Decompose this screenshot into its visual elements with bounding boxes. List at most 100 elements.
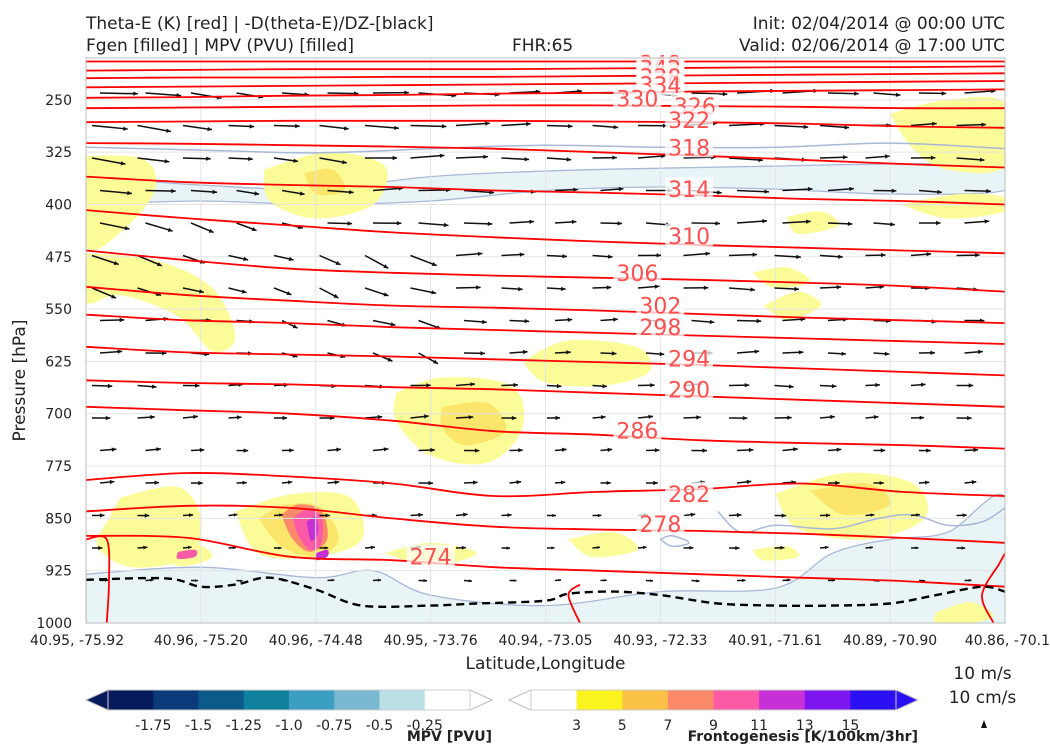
wind-vector-head-0 bbox=[133, 91, 138, 96]
wind-vector-head-58 bbox=[930, 155, 936, 160]
mpv-colorbar-swatch-0 bbox=[108, 690, 154, 710]
wind-vector-head-302 bbox=[195, 579, 198, 582]
wind-vector-head-151 bbox=[613, 317, 618, 322]
mpv-colorbar-tick-1: -1.5 bbox=[185, 718, 212, 734]
plot-frame bbox=[85, 57, 1006, 624]
wind-vector-head-71 bbox=[618, 186, 624, 192]
frontogenesis-region-1 bbox=[86, 253, 236, 352]
frontogenesis-region-9 bbox=[786, 211, 840, 235]
wind-vector-head-251 bbox=[606, 480, 611, 485]
x-tick-label-3: 40.95, -73.76 bbox=[384, 633, 478, 649]
wind-vector-head-222 bbox=[199, 447, 205, 453]
wind-vector-head-160 bbox=[117, 349, 123, 354]
wind-vector-head-260 bbox=[99, 513, 105, 518]
wind-vector-head-187 bbox=[426, 383, 431, 388]
wind-vector-head-122 bbox=[199, 289, 204, 294]
wind-vector-head-257 bbox=[879, 481, 884, 485]
wind-vector-head-209 bbox=[511, 415, 517, 421]
mpv-colorbar-swatch-7 bbox=[424, 690, 471, 710]
wind-vector-head-131 bbox=[606, 285, 612, 290]
wind-vector-shaft-68 bbox=[463, 189, 495, 194]
theta-e-label-bg-290 bbox=[665, 377, 714, 400]
wind-vector-head-176 bbox=[841, 351, 846, 356]
wind-vector-head-50 bbox=[566, 157, 572, 162]
wind-vector-head-120 bbox=[111, 294, 117, 299]
wind-vector-head-125 bbox=[333, 293, 339, 298]
wind-vector-head-307 bbox=[423, 579, 428, 583]
wind-vector-head-70 bbox=[573, 187, 578, 192]
wind-vector-head-229 bbox=[518, 448, 523, 453]
theta-e-contour-338 bbox=[86, 72, 1005, 80]
x-tick-label-6: 40.91, -71.61 bbox=[728, 633, 822, 649]
wind-vector-head-270 bbox=[552, 513, 556, 518]
wind-vector-head-228 bbox=[474, 448, 480, 453]
wind-vector-head-198 bbox=[920, 382, 926, 387]
theta-e-contour-310 bbox=[86, 209, 1005, 255]
wind-vector-head-91 bbox=[617, 221, 622, 226]
wind-vector-head-169 bbox=[522, 349, 528, 355]
wind-vector-head-89 bbox=[529, 219, 534, 224]
frontogenesis-region-10 bbox=[752, 267, 810, 289]
wind-vector-head-192 bbox=[650, 383, 655, 388]
wind-vector-head-199 bbox=[968, 383, 974, 388]
theta-e-label-bg-302 bbox=[636, 293, 685, 316]
wind-vector-shaft-29 bbox=[501, 122, 531, 127]
wind-vector-head-298 bbox=[915, 546, 919, 550]
wind-vector-head-211 bbox=[600, 415, 606, 420]
wind-vector-head-247 bbox=[428, 480, 433, 486]
wind-vector-head-194 bbox=[744, 383, 750, 388]
header-init: Init: 02/04/2014 @ 00:00 UTC bbox=[752, 14, 1005, 34]
y-tick-label-0: 250 bbox=[45, 93, 72, 109]
wind-vector-head-286 bbox=[370, 545, 375, 550]
reference-vertical-speed: 10 cm/s bbox=[948, 688, 1017, 708]
frontogenesis-region-19 bbox=[176, 549, 198, 560]
wind-vector-head-22 bbox=[207, 126, 212, 132]
mpv-colorbar-outline bbox=[107, 689, 471, 711]
wind-vector-head-219 bbox=[967, 415, 972, 421]
reference-vector-arrow bbox=[981, 720, 987, 728]
wind-vector-head-226 bbox=[383, 447, 389, 452]
wind-vector-head-56 bbox=[843, 155, 848, 160]
wind-vector-head-227 bbox=[430, 447, 435, 453]
wind-vector-head-191 bbox=[602, 384, 607, 389]
wind-vector-head-195 bbox=[788, 384, 794, 389]
x-tick-label-4: 40.94, -73.05 bbox=[498, 633, 592, 649]
wind-vector-head-268 bbox=[463, 512, 468, 517]
wind-vector-head-94 bbox=[762, 219, 767, 224]
wind-vector-shaft-13 bbox=[691, 92, 728, 95]
wind-vector-head-64 bbox=[299, 191, 305, 196]
wind-vector-head-134 bbox=[750, 287, 756, 292]
wind-vector-shaft-114 bbox=[728, 253, 758, 257]
wind-vector-head-284 bbox=[278, 546, 282, 550]
wind-vector-head-103 bbox=[243, 256, 249, 261]
wind-vector-head-313 bbox=[696, 579, 700, 583]
wind-vector-shaft-42 bbox=[182, 157, 211, 160]
wind-vector-head-267 bbox=[418, 512, 423, 518]
theta-e-contour-278 bbox=[86, 504, 1005, 544]
wind-vector-head-48 bbox=[483, 154, 488, 159]
wind-vector-head-291 bbox=[596, 546, 600, 549]
wind-vector-head-119 bbox=[975, 253, 980, 258]
x-tick-label-1: 40.96, -75.20 bbox=[154, 633, 248, 649]
theta-e-label-298: 298 bbox=[639, 316, 681, 341]
wind-vector-head-234 bbox=[748, 447, 754, 453]
wind-vector-head-279 bbox=[962, 513, 967, 518]
wind-vector-head-319 bbox=[968, 579, 972, 582]
wind-vector-shaft-0 bbox=[99, 92, 138, 95]
wind-vector-head-232 bbox=[654, 448, 660, 453]
theta-e-contour-282 bbox=[86, 472, 1005, 498]
fgen-colorbar-outline bbox=[530, 689, 897, 711]
wind-vector-head-214 bbox=[742, 416, 748, 421]
wind-vector-head-276 bbox=[826, 513, 831, 518]
wind-vector-head-177 bbox=[884, 351, 890, 356]
wind-vector-head-217 bbox=[873, 415, 879, 420]
wind-vector-head-261 bbox=[144, 513, 150, 518]
wind-vector-head-212 bbox=[648, 414, 653, 419]
wind-vector-shaft-5 bbox=[327, 92, 359, 95]
theta-e-label-318: 318 bbox=[668, 136, 710, 161]
theta-e-label-bg-282 bbox=[665, 481, 714, 504]
theta-e-label-layer: 3483423383343303263223183143103063022982… bbox=[406, 51, 719, 571]
wind-vector-head-24 bbox=[295, 123, 300, 129]
frontogenesis-region-27 bbox=[763, 291, 822, 320]
